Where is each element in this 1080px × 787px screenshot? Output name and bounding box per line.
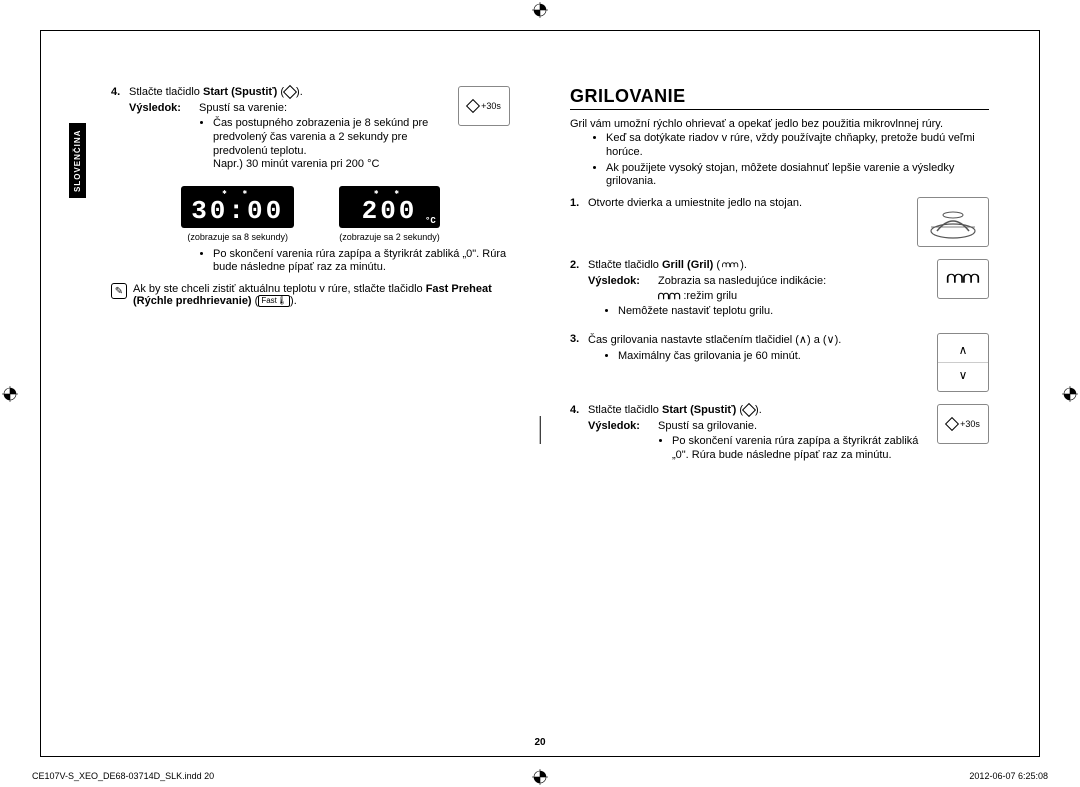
step2-mode-text: :režim grilu <box>680 290 737 302</box>
intro-text: Gril vám umožní rýchlo ohrievať a opekať… <box>570 118 989 130</box>
result-label: Výsledok: <box>129 102 199 114</box>
step4-bullet: Po skončení varenia rúra zapípa a štyrik… <box>672 435 929 463</box>
start-diamond-icon <box>742 403 756 417</box>
result-label: Výsledok: <box>588 275 658 287</box>
step2-mode-line: ⩋⩋ :režim grilu <box>658 290 929 303</box>
step2-bullet: Nemôžete nastaviť teplotu grilu. <box>618 305 929 319</box>
diamond-icon <box>466 99 480 113</box>
display-time: ✱ ✱ 30:00 <box>181 186 294 228</box>
left-bullet-1: Čas postupného zobrazenia je 8 sekúnd pr… <box>213 117 450 172</box>
footer-file: CE107V-S_XEO_DE68-03714D_SLK.indd 20 <box>32 771 214 781</box>
down-arrow-icon: ∨ <box>938 362 988 387</box>
diamond-icon <box>945 417 959 431</box>
note-text: Ak by ste chceli zistiť aktuálnu teplotu… <box>133 283 510 307</box>
step3-text: Čas grilovania nastavte stlačením tlačid… <box>588 333 929 346</box>
step4-text: Stlačte tlačidlo Start (Spustiť) (). <box>129 86 450 98</box>
left-column: 4. Stlačte tlačidlo Start (Spustiť) (). … <box>41 31 540 756</box>
step2-text: Stlačte tlačidlo Grill (Gril) (⩋⩋). <box>588 259 929 271</box>
left-bullet-2: Po skončení varenia rúra zapípa a štyrik… <box>213 248 510 276</box>
grill-icon: ⩋⩋ <box>720 259 740 271</box>
up-down-button-illus: ∧ ∨ <box>937 333 989 392</box>
start-button-illus-right: +30s <box>937 404 989 444</box>
right-step1: 1. Otvorte dvierka a umiestnite jedlo na… <box>570 197 989 247</box>
fast-preheat-icon: Fast🌡 <box>258 295 290 307</box>
grill-button-illus: ⩋⩋ <box>937 259 989 299</box>
center-tick-mark <box>540 416 541 444</box>
display-temp-value: 200 <box>362 196 418 226</box>
display-row: ✱ ✱ 30:00 (zobrazuje sa 8 sekundy) ✱ ✱ 2… <box>111 186 510 242</box>
step2-result-text: Zobrazia sa nasledujúce indikácie: <box>658 275 929 287</box>
display-temp-caption: (zobrazuje sa 2 sekundy) <box>339 232 440 242</box>
start-button-label: +30s <box>481 101 501 111</box>
step2-bold: Grill (Gril) <box>662 259 713 271</box>
heading-grilovanie: GRILOVANIE <box>570 86 989 110</box>
start-diamond-icon <box>283 85 297 99</box>
right-column: GRILOVANIE Gril vám umožní rýchlo ohriev… <box>540 31 1039 756</box>
intro-bullet-2: Ak použijete vysoký stojan, môžete dosia… <box>606 162 989 190</box>
registration-mark-left <box>2 386 18 402</box>
registration-mark-top <box>532 2 548 18</box>
display-temp-unit: °C <box>425 217 436 226</box>
note-icon: ✎ <box>111 283 127 299</box>
step4-text: Stlačte tlačidlo Start (Spustiť) (). <box>588 404 929 416</box>
note-pre: Ak by ste chceli zistiť aktuálnu teplotu… <box>133 283 426 295</box>
footer: CE107V-S_XEO_DE68-03714D_SLK.indd 20 201… <box>32 771 1048 781</box>
registration-mark-right <box>1062 386 1078 402</box>
start-button-illus: +30s <box>458 86 510 126</box>
step-number: 4. <box>111 86 129 98</box>
intro-bullet-1: Keď sa dotýkate riadov v rúre, vždy použ… <box>606 132 989 160</box>
step4-pre: Stlačte tlačidlo <box>588 404 662 416</box>
page-number: 20 <box>534 737 545 748</box>
grill-glyph: ⩋⩋ <box>947 270 979 288</box>
display-time-caption: (zobrazuje sa 8 sekundy) <box>181 232 294 242</box>
up-arrow-icon: ∧ <box>938 338 988 362</box>
grill-icon-inline: ⩋⩋ <box>658 290 680 302</box>
display-temp: ✱ ✱ 200°C <box>339 186 440 228</box>
display-time-value: 30:00 <box>191 196 284 226</box>
start-button-label: +30s <box>960 419 980 429</box>
step4-bold: Start (Spustiť) <box>662 404 736 416</box>
right-step3: 3. Čas grilovania nastavte stlačením tla… <box>570 333 989 392</box>
step4-bold: Start (Spustiť) <box>203 86 277 98</box>
step-number: 2. <box>570 259 588 271</box>
oven-open-illustration <box>917 197 989 247</box>
step2-pre: Stlačte tlačidlo <box>588 259 662 271</box>
result-text: Spustí sa varenie: <box>199 102 450 114</box>
step3-bullet: Maximálny čas grilovania je 60 minút. <box>618 350 929 364</box>
right-step2: 2. Stlačte tlačidlo Grill (Gril) (⩋⩋). V… <box>570 259 989 321</box>
right-step4: 4. Stlačte tlačidlo Start (Spustiť) (). … <box>570 404 989 465</box>
step4-pre: Stlačte tlačidlo <box>129 86 203 98</box>
step-number: 3. <box>570 333 588 346</box>
page-frame: SLOVENČINA 4. Stlačte tlačidlo Start (Sp… <box>40 30 1040 757</box>
step4-block: 4. Stlačte tlačidlo Start (Spustiť) (). … <box>111 86 510 174</box>
result-label: Výsledok: <box>588 420 658 432</box>
step-number: 4. <box>570 404 588 416</box>
footer-timestamp: 2012-06-07 6:25:08 <box>969 771 1048 781</box>
step-number: 1. <box>570 197 588 209</box>
note-row: ✎ Ak by ste chceli zistiť aktuálnu teplo… <box>111 283 510 307</box>
step1-text: Otvorte dvierka a umiestnite jedlo na st… <box>588 197 909 209</box>
step4-result-text: Spustí sa grilovanie. <box>658 420 929 432</box>
